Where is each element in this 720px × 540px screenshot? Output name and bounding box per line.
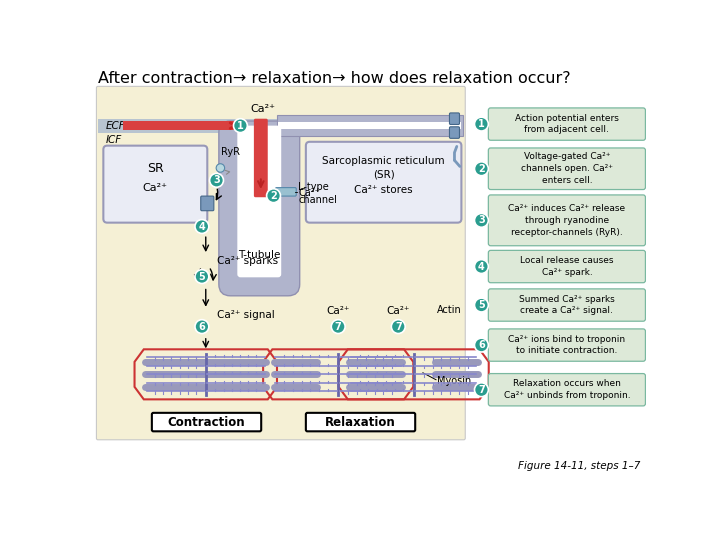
Text: ECF: ECF [106, 120, 125, 131]
Text: 2: 2 [478, 164, 485, 174]
Text: Ca²⁺ induces Ca²⁺ release
through ryanodine
receptor-channels (RyR).: Ca²⁺ induces Ca²⁺ release through ryanod… [508, 204, 626, 237]
Circle shape [474, 298, 488, 312]
Text: 3: 3 [478, 215, 485, 225]
Text: Relaxation occurs when
Ca²⁺ unbinds from troponin.: Relaxation occurs when Ca²⁺ unbinds from… [503, 379, 630, 400]
Text: 7: 7 [395, 322, 402, 332]
Text: Ca²⁺: Ca²⁺ [298, 188, 320, 198]
Text: RyR: RyR [221, 147, 240, 157]
FancyBboxPatch shape [104, 146, 207, 222]
Text: SR: SR [147, 162, 163, 176]
Circle shape [210, 173, 223, 187]
Text: Ca²⁺: Ca²⁺ [387, 306, 410, 316]
FancyBboxPatch shape [488, 374, 645, 406]
Text: 5: 5 [199, 272, 205, 281]
Text: Ca²⁺ signal: Ca²⁺ signal [217, 310, 274, 320]
Text: 1: 1 [237, 120, 244, 131]
Circle shape [474, 338, 488, 352]
Circle shape [474, 117, 488, 131]
Text: Summed Ca²⁺ sparks
create a Ca²⁺ signal.: Summed Ca²⁺ sparks create a Ca²⁺ signal. [519, 295, 615, 315]
FancyBboxPatch shape [201, 196, 214, 211]
Text: 6: 6 [478, 340, 485, 350]
Circle shape [474, 213, 488, 227]
Text: Relaxation: Relaxation [325, 416, 396, 429]
Text: channel: channel [298, 194, 337, 205]
FancyBboxPatch shape [254, 119, 268, 197]
Text: Ca²⁺: Ca²⁺ [143, 183, 168, 193]
Circle shape [392, 320, 405, 334]
FancyBboxPatch shape [488, 289, 645, 321]
FancyBboxPatch shape [488, 329, 645, 361]
Text: 3: 3 [213, 176, 220, 185]
Text: 6: 6 [199, 322, 205, 332]
Text: L-type: L-type [298, 182, 329, 192]
Text: Figure 14-11, steps 1–7: Figure 14-11, steps 1–7 [518, 461, 640, 471]
FancyBboxPatch shape [276, 187, 296, 196]
Text: Contraction: Contraction [168, 416, 246, 429]
Text: Voltage-gated Ca²⁺
channels open. Ca²⁺
enters cell.: Voltage-gated Ca²⁺ channels open. Ca²⁺ e… [521, 152, 613, 185]
FancyBboxPatch shape [306, 142, 462, 222]
Text: Action potential enters
from adjacent cell.: Action potential enters from adjacent ce… [515, 114, 618, 134]
Circle shape [331, 320, 345, 334]
Circle shape [233, 119, 248, 132]
Circle shape [195, 269, 209, 284]
Text: ICF: ICF [106, 135, 122, 145]
Text: 2: 2 [270, 191, 277, 201]
FancyBboxPatch shape [449, 113, 459, 125]
Text: Myosin: Myosin [437, 375, 471, 386]
Text: Ca²⁺ ions bind to troponin
to initiate contraction.: Ca²⁺ ions bind to troponin to initiate c… [508, 335, 626, 355]
FancyBboxPatch shape [96, 86, 465, 440]
Text: 7: 7 [335, 322, 341, 332]
Text: 1: 1 [478, 119, 485, 129]
FancyBboxPatch shape [488, 148, 645, 190]
Circle shape [216, 164, 225, 172]
Bar [276, 115, 463, 137]
Text: 5: 5 [478, 300, 485, 310]
Circle shape [474, 162, 488, 176]
Circle shape [474, 260, 488, 273]
FancyBboxPatch shape [306, 413, 415, 431]
Text: Ca²⁺ sparks: Ca²⁺ sparks [217, 256, 278, 266]
Circle shape [195, 220, 209, 233]
FancyBboxPatch shape [449, 127, 459, 138]
Text: Actin: Actin [437, 305, 462, 315]
Text: Sarcoplasmic reticulum: Sarcoplasmic reticulum [323, 156, 445, 166]
Text: Ca²⁺: Ca²⁺ [326, 306, 350, 316]
Bar [278, 122, 462, 130]
Text: Ca²⁺: Ca²⁺ [251, 104, 276, 114]
Text: (SR): (SR) [373, 170, 395, 180]
Text: 4: 4 [199, 221, 205, 232]
Text: After contraction→ relaxation→ how does relaxation occur?: After contraction→ relaxation→ how does … [98, 71, 570, 86]
Bar [98, 119, 464, 132]
FancyBboxPatch shape [219, 121, 300, 296]
FancyBboxPatch shape [488, 251, 645, 283]
Circle shape [195, 320, 209, 334]
FancyBboxPatch shape [488, 195, 645, 246]
FancyBboxPatch shape [488, 108, 645, 140]
Text: Ca²⁺ stores: Ca²⁺ stores [354, 185, 413, 195]
Circle shape [266, 189, 281, 202]
Text: 7: 7 [478, 384, 485, 395]
FancyBboxPatch shape [238, 126, 282, 278]
Text: 4: 4 [478, 261, 485, 272]
Circle shape [474, 383, 488, 397]
FancyBboxPatch shape [152, 413, 261, 431]
Text: Local release causes
Ca²⁺ spark.: Local release causes Ca²⁺ spark. [520, 256, 613, 277]
Text: T-tubule: T-tubule [238, 250, 281, 260]
Bar [122, 121, 237, 130]
